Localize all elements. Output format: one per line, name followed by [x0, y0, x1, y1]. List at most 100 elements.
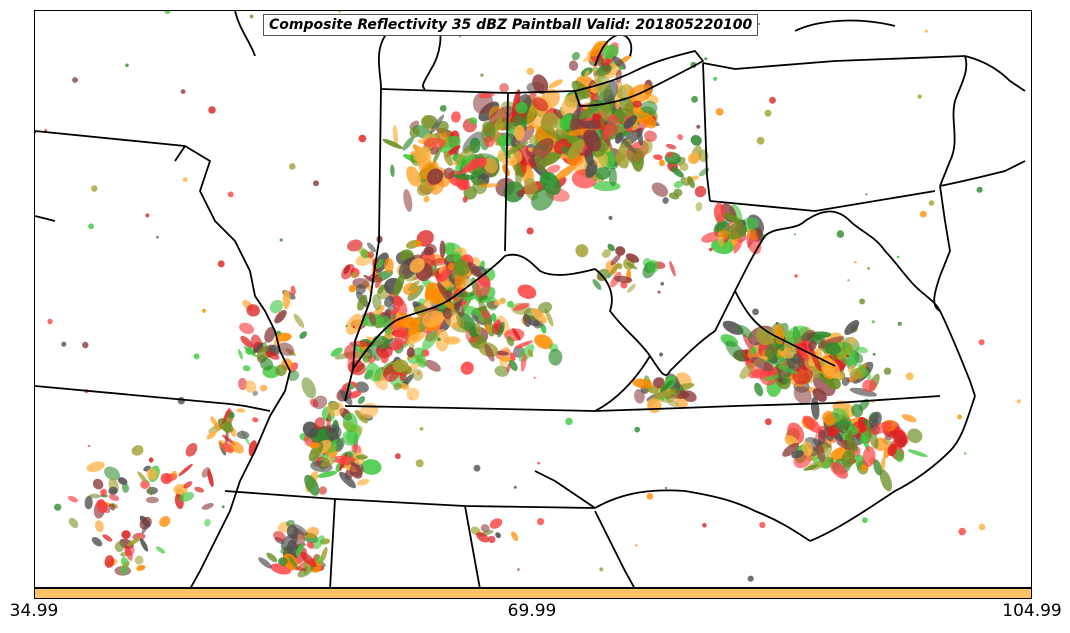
paintball-blob [528, 134, 538, 145]
paintball-blob [185, 443, 198, 457]
paintball-blob [326, 411, 331, 432]
paintball-blob [742, 333, 755, 353]
paintball-blob [763, 375, 779, 381]
paintball-blob [893, 430, 907, 448]
paintball-speck [608, 215, 613, 220]
paintball-blob [856, 346, 869, 354]
paintball-blob [440, 296, 457, 312]
paintball-blob [662, 197, 669, 204]
paintball-blob [287, 370, 300, 381]
paintball-blob [590, 40, 609, 57]
paintball-blob [493, 298, 505, 306]
paintball-blob [139, 516, 152, 530]
paintball-blob [114, 541, 125, 553]
paintball-blob [159, 515, 171, 528]
paintball-blob [131, 445, 144, 456]
paintball-blob [453, 298, 465, 317]
paintball-blob [68, 517, 79, 529]
paintball-blob [467, 262, 483, 278]
paintball-blob [687, 152, 700, 165]
paintball-blob [264, 326, 276, 343]
paintball-blob [308, 441, 324, 462]
paintball-blob [394, 327, 409, 346]
paintball-blob [509, 352, 516, 361]
paintball-blob [627, 147, 645, 165]
paintball-blob [368, 311, 377, 326]
paintball-speck [865, 193, 868, 196]
paintball-blob [378, 284, 385, 295]
paintball-speck [164, 11, 171, 15]
paintball-blob [179, 491, 195, 502]
paintball-speck [715, 108, 724, 116]
paintball-blob [596, 268, 610, 282]
paintball-speck [358, 134, 367, 143]
paintball-blob [559, 114, 573, 130]
paintball-speck [249, 14, 254, 19]
paintball-blob [258, 557, 272, 569]
paintball-blob [127, 537, 141, 547]
paintball-blob [653, 154, 663, 160]
paintball-blob [239, 322, 255, 335]
paintball-blob [109, 503, 116, 511]
paintball-blob [584, 70, 590, 78]
paintball-blob [544, 308, 554, 327]
paintball-blob [640, 139, 653, 155]
paintball-blob [637, 128, 644, 146]
paintball-blob [694, 185, 707, 198]
paintball-blob [601, 249, 611, 259]
paintball-speck [704, 57, 708, 61]
paintball-speck [978, 339, 985, 346]
paintball-blob [121, 566, 128, 575]
paintball-blob [792, 366, 813, 385]
paintball-speck [88, 444, 91, 448]
paintball-speck [847, 279, 850, 282]
paintball-blob [605, 116, 620, 138]
paintball-speck [145, 213, 150, 218]
paintball-blob [92, 478, 104, 490]
paintball-speck [526, 67, 534, 76]
paintball-speck [313, 180, 319, 187]
paintball-blob [491, 312, 497, 323]
paintball-speck [702, 523, 707, 528]
paintball-blob [866, 420, 872, 440]
paintball-blob [230, 441, 244, 454]
paintball-blob [124, 545, 133, 561]
paintball-blob [824, 342, 841, 355]
paintball-speck [978, 523, 986, 531]
paintball-blob [764, 343, 778, 363]
paintball-blob [887, 443, 897, 457]
paintball-blob [91, 536, 103, 547]
colorbar [34, 588, 1032, 599]
paintball-speck [72, 77, 78, 83]
paintball-blob [121, 530, 131, 540]
paintball-blob [305, 526, 319, 539]
paintball-blob [148, 457, 154, 463]
reflectivity-paintballs [44, 11, 1021, 582]
paintball-blob [423, 246, 434, 256]
paintball-blob [499, 83, 509, 93]
paintball-blob [512, 328, 521, 341]
paintball-blob [631, 378, 654, 389]
paintball-blob [317, 470, 338, 478]
paintball-blob [453, 173, 476, 180]
paintball-speck [1016, 399, 1021, 404]
paintball-blob [148, 486, 153, 496]
paintball-speck [537, 461, 541, 465]
paintball-speck [824, 370, 827, 374]
paintball-blob [494, 365, 509, 377]
paintball-blob [443, 151, 453, 166]
paintball-blob [647, 386, 660, 394]
paintball-blob [382, 138, 403, 149]
paintball-blob [862, 446, 876, 467]
paintball-speck [437, 337, 441, 342]
paintball-blob [84, 496, 93, 510]
paintball-blob [475, 274, 491, 300]
paintball-speck [54, 503, 62, 511]
paintball-blob [282, 290, 291, 310]
paintball-blob [273, 531, 286, 542]
paintball-blob [801, 441, 814, 457]
paintball-blob [461, 158, 483, 173]
paintball-speck [480, 73, 484, 77]
paintball-blob [514, 340, 533, 349]
paintball-blob [309, 442, 320, 449]
